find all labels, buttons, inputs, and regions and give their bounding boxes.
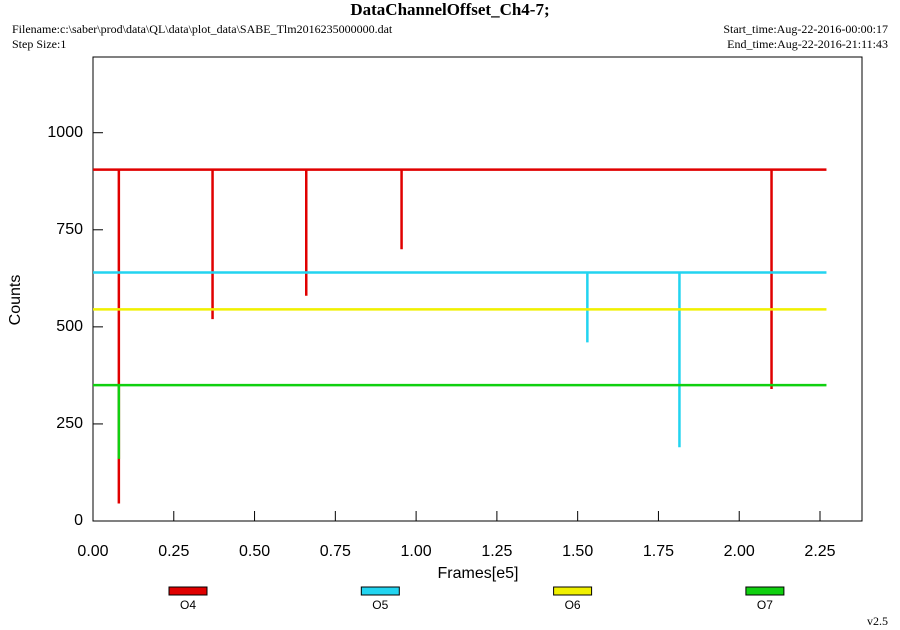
y-tick-label: 0	[74, 512, 83, 529]
y-tick-label: 250	[56, 415, 83, 432]
y-tick-label: 1000	[47, 124, 83, 141]
x-tick-label: 0.00	[77, 543, 108, 560]
legend-swatch	[553, 586, 593, 596]
x-axis-label: Frames[e5]	[438, 565, 519, 582]
start-time: Start_time:Aug-22-2016-00:00:17	[723, 22, 888, 36]
legend-swatch	[745, 586, 785, 596]
end-time: End_time:Aug-22-2016-21:11:43	[727, 37, 888, 51]
x-tick-label: 2.25	[804, 543, 835, 560]
series-line	[93, 271, 827, 448]
y-tick-label: 500	[56, 318, 83, 335]
x-tick-label: 2.00	[724, 543, 755, 560]
series-line	[93, 383, 827, 459]
x-tick-label: 1.25	[481, 543, 512, 560]
x-tick-label: 1.50	[562, 543, 593, 560]
x-tick-label: 0.50	[239, 543, 270, 560]
x-tick-label: 1.75	[643, 543, 674, 560]
legend-label: O6	[565, 598, 581, 612]
y-axis-label: Counts	[7, 275, 24, 326]
step-size: Step Size:1	[12, 37, 66, 51]
chart-title: DataChannelOffset_Ch4-7;	[350, 0, 549, 19]
x-tick-label: 1.00	[401, 543, 432, 560]
plot-area	[92, 56, 863, 522]
legend-label: O7	[757, 598, 773, 612]
legend-label: O5	[372, 598, 388, 612]
legend-swatch	[360, 586, 400, 596]
legend-swatch	[168, 586, 208, 596]
version: v2.5	[867, 614, 888, 628]
legend-label: O4	[180, 598, 196, 612]
y-tick-label: 750	[56, 221, 83, 238]
x-tick-label: 0.75	[320, 543, 351, 560]
x-tick-label: 0.25	[158, 543, 189, 560]
filename: Filename:c:\saber\prod\data\QL\data\plot…	[12, 22, 393, 36]
